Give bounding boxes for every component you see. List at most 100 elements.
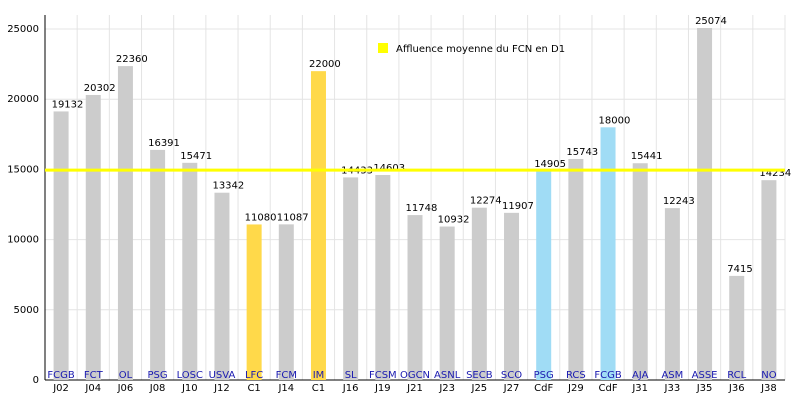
value-label: 14234 xyxy=(759,168,791,179)
x-tick-label: J35 xyxy=(696,383,713,394)
x-tick-label: J36 xyxy=(728,383,745,394)
opponent-label: NO xyxy=(761,370,776,381)
value-label: 16391 xyxy=(148,138,180,149)
x-tick-label: J14 xyxy=(277,383,294,394)
x-tick-label: J04 xyxy=(84,383,101,394)
x-tick-label: J16 xyxy=(342,383,359,394)
opponent-label: RCS xyxy=(566,370,586,381)
bar xyxy=(439,226,455,380)
x-tick-label: J08 xyxy=(149,383,166,394)
opponent-label: IM xyxy=(313,370,325,381)
value-label: 11087 xyxy=(277,212,309,223)
bar xyxy=(117,66,133,380)
opponent-label: LOSC xyxy=(177,370,203,381)
value-label: 15743 xyxy=(566,147,598,158)
opponent-label: SECB xyxy=(466,370,493,381)
value-label: 12274 xyxy=(470,196,502,207)
bar xyxy=(53,111,69,381)
value-label: 12243 xyxy=(663,196,695,207)
opponent-label: PSG xyxy=(148,370,168,381)
value-label: 11907 xyxy=(502,201,534,212)
bar xyxy=(246,224,262,380)
bar xyxy=(278,224,294,380)
bar xyxy=(729,275,745,380)
opponent-label: SCO xyxy=(501,370,522,381)
legend-swatch xyxy=(378,43,388,53)
x-tick-label: J21 xyxy=(406,383,423,394)
bar xyxy=(85,94,101,381)
bar xyxy=(310,71,326,381)
opponent-label: FCGB xyxy=(47,370,74,381)
opponent-label: USVA xyxy=(209,370,236,381)
y-tick-label: 5000 xyxy=(14,305,39,316)
opponent-label: FCSM xyxy=(369,370,397,381)
opponent-label: LFC xyxy=(245,370,263,381)
value-label: 11748 xyxy=(406,203,438,214)
bar xyxy=(407,215,423,380)
x-tick-label: J06 xyxy=(117,383,134,394)
value-label: 18000 xyxy=(599,115,631,126)
y-tick-label: 0 xyxy=(33,375,39,386)
opponent-label: FCT xyxy=(84,370,104,381)
value-label: 13342 xyxy=(212,181,244,192)
opponent-label: ASM xyxy=(661,370,683,381)
bar xyxy=(761,180,777,380)
value-label: 22360 xyxy=(116,54,148,65)
bar xyxy=(214,192,230,380)
y-tick-label: 25000 xyxy=(7,24,39,35)
value-label: 10932 xyxy=(438,215,470,226)
x-tick-label: J25 xyxy=(471,383,488,394)
opponent-label: PSG xyxy=(534,370,554,381)
x-tick-label: C1 xyxy=(247,383,260,394)
opponent-label: ASSE xyxy=(692,370,718,381)
opponent-label: SL xyxy=(345,370,357,381)
bar xyxy=(504,212,520,380)
bar xyxy=(568,158,584,380)
x-tick-label: J12 xyxy=(213,383,230,394)
bar xyxy=(343,177,359,380)
x-tick-label: J29 xyxy=(567,383,584,394)
bar xyxy=(536,170,552,380)
x-tick-label: J19 xyxy=(374,383,391,394)
opponent-label: FCGB xyxy=(594,370,621,381)
opponent-label: AJA xyxy=(632,370,649,381)
x-tick-label: J10 xyxy=(181,383,198,394)
x-tick-label: J33 xyxy=(664,383,681,394)
value-label: 25074 xyxy=(695,16,727,27)
y-tick-label: 10000 xyxy=(7,235,39,246)
value-label: 15471 xyxy=(180,151,212,162)
bar xyxy=(600,127,616,380)
x-tick-label: J02 xyxy=(52,383,69,394)
value-label: 19132 xyxy=(52,99,84,110)
x-tick-label: J31 xyxy=(631,383,648,394)
value-label: 7415 xyxy=(727,264,752,275)
x-tick-label: CdF xyxy=(598,383,617,394)
legend-label: Affluence moyenne du FCN en D1 xyxy=(396,44,565,55)
opponent-label: OL xyxy=(119,370,133,381)
bar xyxy=(150,149,166,380)
value-label: 20302 xyxy=(84,83,116,94)
opponent-label: ASNL xyxy=(434,370,461,381)
x-tick-label: J23 xyxy=(438,383,455,394)
bar xyxy=(664,208,680,380)
y-tick-label: 15000 xyxy=(7,164,39,175)
value-label: 14905 xyxy=(534,159,566,170)
bar xyxy=(632,163,648,380)
opponent-label: OGCN xyxy=(400,370,430,381)
bar xyxy=(697,27,713,381)
value-label: 14603 xyxy=(373,163,405,174)
opponent-label: FCM xyxy=(276,370,297,381)
y-tick-label: 20000 xyxy=(7,94,39,105)
x-tick-label: J27 xyxy=(503,383,520,394)
bar xyxy=(182,162,198,380)
x-tick-label: C1 xyxy=(312,383,325,394)
value-label: 11080 xyxy=(245,212,277,223)
value-label: 22000 xyxy=(309,59,341,70)
value-label: 15441 xyxy=(631,151,663,162)
x-tick-label: J38 xyxy=(760,383,777,394)
bar xyxy=(471,207,487,380)
opponent-label: RCL xyxy=(727,370,746,381)
bar xyxy=(375,174,391,380)
x-tick-label: CdF xyxy=(534,383,553,394)
